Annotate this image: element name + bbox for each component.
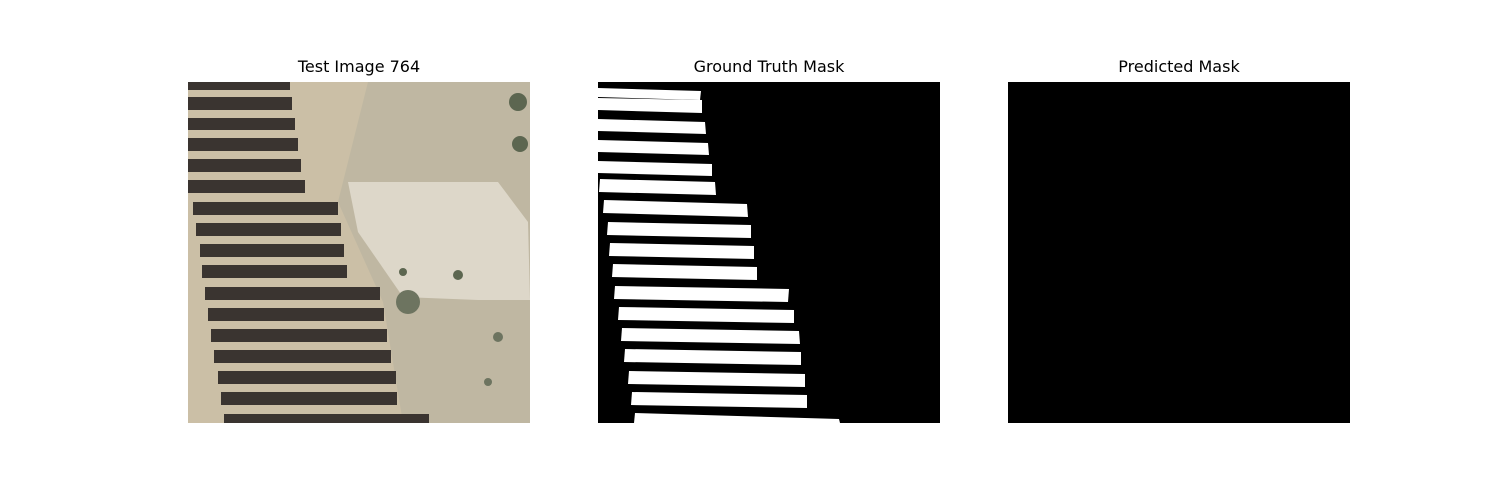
predicted-mask bbox=[1008, 82, 1350, 423]
vegetation-patch bbox=[484, 378, 492, 386]
ground-truth-mask bbox=[598, 82, 940, 423]
aerial-image-canvas bbox=[188, 82, 530, 423]
ground-truth-panel: Ground Truth Mask bbox=[598, 0, 940, 500]
predicted-canvas bbox=[1008, 82, 1350, 423]
vegetation-patch bbox=[396, 290, 420, 314]
vegetation-patch bbox=[512, 136, 528, 152]
mask-stripes bbox=[598, 88, 840, 423]
vegetation-patch bbox=[509, 93, 527, 111]
vegetation-patch bbox=[453, 270, 463, 280]
test-image-title: Test Image 764 bbox=[297, 57, 421, 76]
mask-background bbox=[1008, 82, 1350, 423]
ground-truth-title: Ground Truth Mask bbox=[693, 57, 845, 76]
predicted-panel: Predicted Mask bbox=[1008, 0, 1350, 500]
predicted-title: Predicted Mask bbox=[1118, 57, 1240, 76]
vegetation-patch bbox=[399, 268, 407, 276]
ground-truth-canvas bbox=[598, 82, 940, 423]
aerial-image bbox=[188, 82, 530, 423]
concrete-platform bbox=[348, 182, 530, 300]
test-image-panel: Test Image 764 bbox=[188, 0, 530, 500]
solar-rows bbox=[188, 82, 429, 423]
vegetation-patch bbox=[493, 332, 503, 342]
